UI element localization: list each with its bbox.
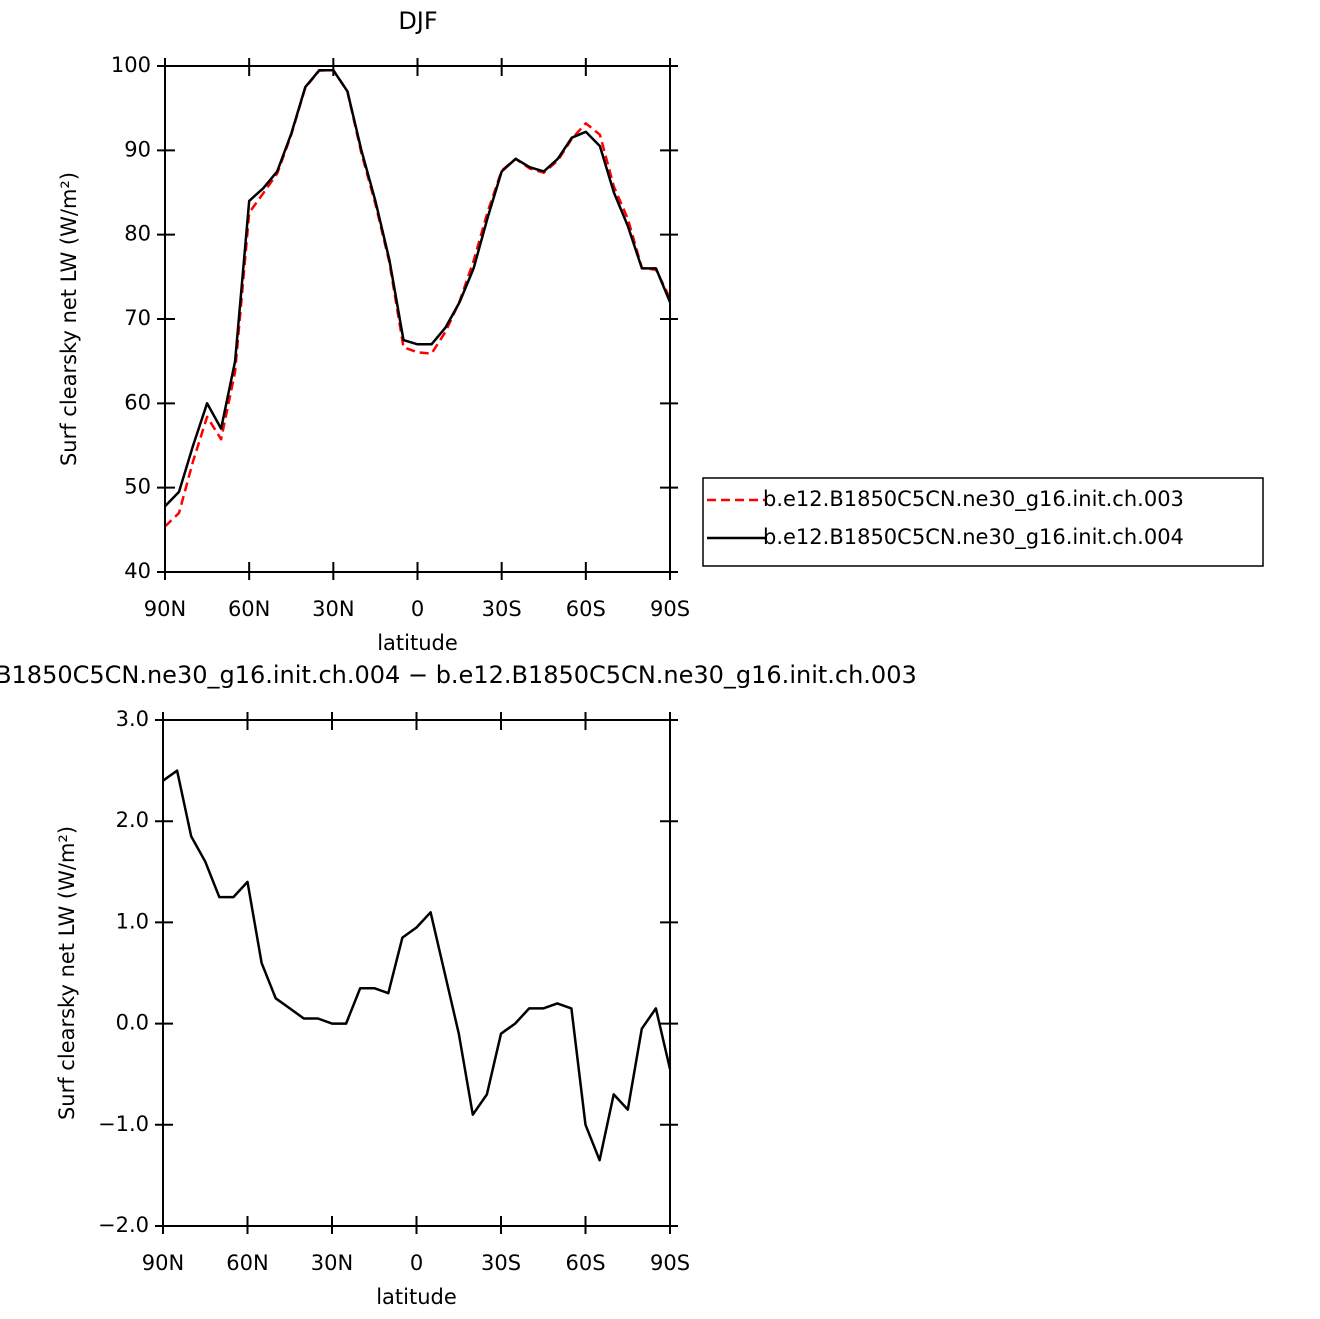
chart-title: b.e12.B1850C5CN.ne30_g16.init.ch.004 − b… xyxy=(0,661,917,689)
legend-box xyxy=(702,477,1264,567)
y-axis-label: Surf clearsky net LW (W/m²) xyxy=(55,826,79,1120)
legend-label: b.e12.B1850C5CN.ne30_g16.init.ch.004 xyxy=(763,525,1184,550)
plot-frame xyxy=(164,65,671,573)
x-tick-label: 0 xyxy=(411,597,424,621)
x-tick-label: 30S xyxy=(482,597,522,621)
y-tick-label: 90 xyxy=(124,137,151,161)
y-tick-label: 2.0 xyxy=(116,808,149,832)
x-tick-label: 90S xyxy=(650,597,690,621)
y-tick-label: 80 xyxy=(124,222,151,246)
data-line xyxy=(162,769,672,1162)
y-tick-label: 60 xyxy=(124,390,151,414)
x-tick-label: 90N xyxy=(142,1251,184,1275)
y-tick-label: 1.0 xyxy=(116,909,149,933)
x-tick-label: 60S xyxy=(566,597,606,621)
y-tick-label: 100 xyxy=(111,53,151,77)
y-tick-label: 40 xyxy=(124,559,151,583)
x-tick-label: 30S xyxy=(481,1251,521,1275)
plot-frame xyxy=(162,719,671,1227)
y-tick-label: −2.0 xyxy=(98,1213,149,1237)
x-axis-label: latitude xyxy=(376,1285,457,1309)
x-tick-label: 90N xyxy=(144,597,186,621)
x-tick-label: 0 xyxy=(410,1251,423,1275)
y-tick-label: 0.0 xyxy=(116,1011,149,1035)
y-tick-label: 70 xyxy=(124,306,151,330)
data-line xyxy=(164,68,672,508)
y-axis-label: Surf clearsky net LW (W/m²) xyxy=(57,172,81,466)
chart-title: DJF xyxy=(398,7,437,35)
x-axis-label: latitude xyxy=(377,631,458,655)
x-tick-label: 90S xyxy=(650,1251,690,1275)
y-tick-label: 3.0 xyxy=(116,707,149,731)
y-tick-label: 50 xyxy=(124,475,151,499)
data-line xyxy=(164,68,672,528)
x-tick-label: 30N xyxy=(311,1251,353,1275)
x-tick-label: 60N xyxy=(226,1251,268,1275)
legend-label: b.e12.B1850C5CN.ne30_g16.init.ch.003 xyxy=(763,487,1184,512)
x-tick-label: 30N xyxy=(312,597,354,621)
x-tick-label: 60N xyxy=(228,597,270,621)
x-tick-label: 60S xyxy=(565,1251,605,1275)
y-tick-label: −1.0 xyxy=(98,1112,149,1136)
